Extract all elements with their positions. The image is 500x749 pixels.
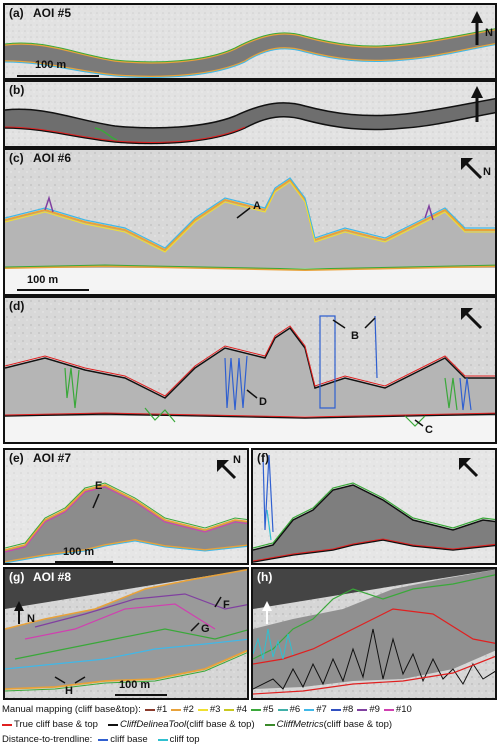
legend-label: #6 [289, 704, 301, 715]
legend-item: #6 [277, 704, 301, 715]
panel-c-annotation-a: A [253, 200, 261, 212]
panel-e: (e) AOI #7 100 m E N [3, 448, 249, 565]
legend-label: #4 [236, 704, 248, 715]
legend-swatch [197, 708, 208, 711]
panel-g-scale-label: 100 m [119, 679, 151, 691]
panel-d-annotation-b: B [351, 330, 359, 342]
legend-label: cliff base [110, 734, 148, 745]
legend-label: #3 [209, 704, 221, 715]
panel-d-annotation-d: D [259, 396, 267, 408]
panel-c-aoi-title: AOI #6 [33, 151, 72, 165]
panel-b: (b) [3, 80, 497, 148]
legend-swatch [107, 723, 118, 726]
panel-f-image [253, 450, 495, 563]
legend-item-cliffmetrics: CliffMetrics (cliff base & top) [264, 719, 393, 730]
panel-c: (c) AOI #6 100 m A N [3, 148, 497, 296]
legend-label: #9 [369, 704, 380, 715]
legend-swatch [277, 708, 288, 711]
legend-swatch [224, 708, 235, 711]
legend-label-italic: CliffMetrics [276, 719, 324, 730]
panel-a-aoi-title: AOI #5 [33, 6, 72, 20]
legend-swatch [264, 723, 275, 726]
panel-g-annotation-f: F [223, 599, 230, 611]
panel-h-image [253, 569, 495, 698]
legend-label: cliff top [169, 734, 200, 745]
panel-c-label: (c) [9, 151, 24, 165]
legend-swatch [98, 738, 109, 741]
legend-label: True cliff base & top [14, 719, 98, 730]
panel-h: (h) [251, 567, 497, 700]
panel-d-image [5, 298, 495, 442]
legend-label: #7 [316, 704, 327, 715]
panel-a-scale-label: 100 m [35, 59, 67, 71]
legend-label: #1 [156, 704, 168, 715]
legend-label: #2 [183, 704, 194, 715]
legend-label: #8 [342, 704, 354, 715]
panel-d: (d) B D C [3, 296, 497, 444]
legend-row-methods: True cliff base & top CliffDelineaTool (… [2, 719, 396, 730]
panel-e-annotation-e: E [95, 480, 103, 492]
panel-h-label: (h) [257, 570, 273, 584]
legend-item-cliff-top: cliff top [157, 734, 200, 745]
legend-item: #4 [224, 704, 247, 715]
panel-g: (g) AOI #8 100 m F G H N [3, 567, 249, 700]
panel-b-label: (b) [9, 83, 25, 97]
legend-swatch [383, 708, 394, 711]
legend-row-manual: Manual mapping (cliff base&top): #1 #2 #… [2, 704, 416, 715]
panel-a-label: (a) [9, 6, 24, 20]
panel-d-label: (d) [9, 299, 25, 313]
legend-item: #7 [304, 704, 327, 715]
panel-e-image [5, 450, 247, 563]
panel-e-north-label: N [233, 454, 241, 466]
panel-g-annotation-h: H [65, 685, 73, 697]
legend-label-suffix: (cliff base & top) [323, 719, 393, 730]
legend-item-cliff-base: cliff base [98, 734, 148, 745]
panel-b-image [5, 82, 495, 146]
legend-swatch [144, 708, 155, 711]
panel-c-image [5, 150, 495, 294]
legend-swatch [251, 708, 262, 711]
legend-swatch [330, 708, 341, 711]
legend-distance-title: Distance-to-trendline: [2, 734, 93, 745]
legend-label-italic: CliffDelineaTool [119, 719, 187, 730]
panel-a-north-label: N [485, 27, 493, 39]
legend-label: #10 [395, 704, 412, 715]
panel-a: (a) AOI #5 100 m N [3, 3, 497, 80]
legend-swatch [157, 738, 168, 741]
legend-swatch [357, 708, 368, 711]
legend-swatch [304, 708, 315, 711]
legend-item: #10 [383, 704, 412, 715]
legend-item: #8 [330, 704, 354, 715]
legend-item: #1 [144, 704, 168, 715]
legend-item: #9 [357, 704, 380, 715]
panel-g-aoi-title: AOI #8 [33, 570, 72, 584]
panel-f-label: (f) [257, 451, 269, 465]
legend-item-true-cliff: True cliff base & top [2, 719, 98, 730]
legend-item: #5 [251, 704, 274, 715]
panel-a-image [5, 5, 495, 78]
legend-row-distance: Distance-to-trendline: cliff base cliff … [2, 734, 204, 745]
panel-c-north-label: N [483, 166, 491, 178]
panel-e-label: (e) [9, 451, 24, 465]
legend-item-cliffdelineatool: CliffDelineaTool (cliff base & top) [107, 719, 255, 730]
legend-label-suffix: (cliff base & top) [186, 719, 255, 730]
legend-swatch [2, 723, 12, 726]
panel-e-scale-label: 100 m [63, 546, 95, 558]
panel-d-annotation-c: C [425, 424, 433, 436]
panel-c-scale-label: 100 m [27, 274, 59, 286]
panel-g-north-label: N [27, 613, 35, 625]
legend-label: #5 [263, 704, 274, 715]
panel-g-label: (g) [9, 570, 25, 584]
legend-swatch [171, 708, 182, 711]
legend-manual-title: Manual mapping (cliff base&top): [2, 704, 141, 715]
legend-item: #3 [197, 704, 221, 715]
panel-e-aoi-title: AOI #7 [33, 451, 72, 465]
panel-g-image [5, 569, 247, 698]
panel-g-annotation-g: G [201, 623, 210, 635]
panel-f: (f) [251, 448, 497, 565]
legend-item: #2 [171, 704, 194, 715]
